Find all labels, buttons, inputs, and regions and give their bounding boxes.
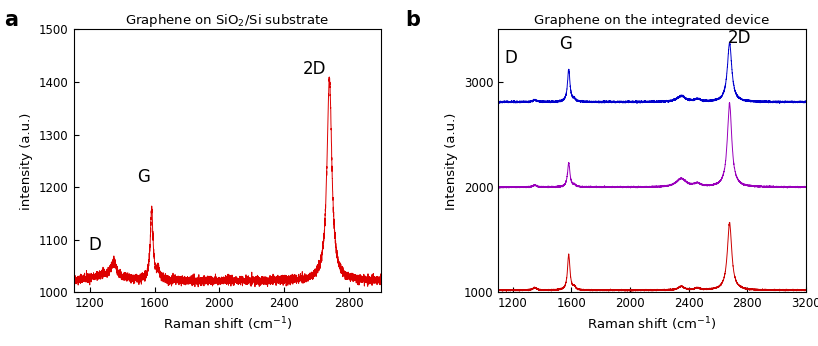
X-axis label: Raman shift (cm$^{-1}$): Raman shift (cm$^{-1}$) <box>587 316 717 334</box>
Title: Graphene on the integrated device: Graphene on the integrated device <box>534 14 770 27</box>
Text: b: b <box>405 10 420 30</box>
Text: G: G <box>137 168 150 186</box>
Y-axis label: intensity (a.u.): intensity (a.u.) <box>20 112 34 210</box>
Text: a: a <box>4 10 18 30</box>
Text: 2D: 2D <box>303 60 326 78</box>
Text: 2D: 2D <box>727 29 751 47</box>
Text: D: D <box>504 49 517 67</box>
Text: G: G <box>559 35 572 53</box>
Text: D: D <box>88 236 101 254</box>
Y-axis label: Intensity (a.u.): Intensity (a.u.) <box>445 112 458 210</box>
X-axis label: Raman shift (cm$^{-1}$): Raman shift (cm$^{-1}$) <box>163 316 292 334</box>
Title: Graphene on SiO$_2$/Si substrate: Graphene on SiO$_2$/Si substrate <box>125 12 330 29</box>
